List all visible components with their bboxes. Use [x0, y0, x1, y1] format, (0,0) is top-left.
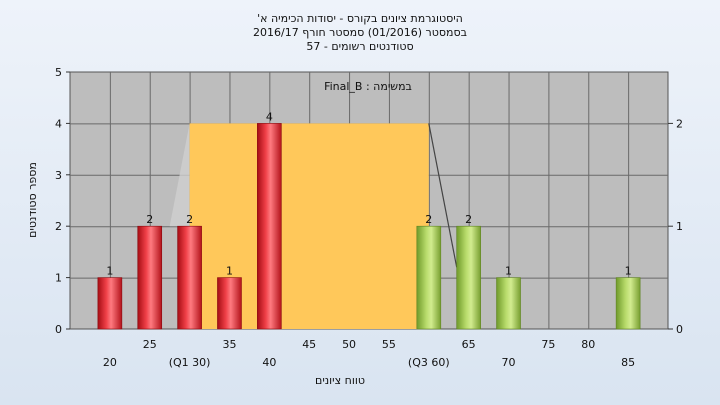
x-tick-label-low: 85 — [621, 356, 635, 369]
x-tick-label-low: 40 — [262, 356, 276, 369]
x-tick-label: 45 — [302, 338, 316, 351]
histogram-bar — [615, 277, 641, 330]
bar-value-label: 1 — [106, 265, 113, 278]
y-tick-label: 1 — [55, 272, 62, 285]
bar-value-label: 2 — [425, 213, 432, 226]
y-tick-label: 4 — [55, 117, 62, 130]
bar-value-label: 1 — [505, 265, 512, 278]
histogram-bar — [257, 123, 282, 330]
y-tick-label: 0 — [55, 323, 62, 336]
histogram-bar — [137, 225, 163, 330]
y-tick-label: 2 — [55, 220, 62, 233]
x-tick-label: 25 — [143, 338, 157, 351]
x-tick-label: 35 — [222, 338, 236, 351]
x-tick-label-low: 20 — [103, 356, 117, 369]
bar-labels-group: 1 2 2 1 4 2 2 1 1 — [106, 110, 631, 277]
chart-title-line-1: היסטוגרמת ציונים בקורס - יסודות הכימיה א… — [257, 12, 463, 25]
chart-title-line-3: סטודנטים רשומים - 57 — [306, 40, 413, 53]
histogram-bar — [97, 277, 123, 330]
chart-title-line-2: בסמסטר (01/2016) סמסטר חורף 2016/17 — [253, 26, 467, 39]
bars-group — [97, 123, 641, 330]
bar-value-label: 2 — [186, 213, 193, 226]
y-axis-title: מספר סטודנטים — [26, 162, 39, 238]
y2-tick-label: 2 — [676, 117, 683, 130]
x-tick-label: 65 — [462, 338, 476, 351]
bar-value-label: 1 — [625, 265, 632, 278]
y-tick-label: 3 — [55, 169, 62, 182]
histogram-bar — [456, 225, 481, 330]
histogram-bar — [217, 277, 242, 330]
y2-tick-label: 1 — [676, 220, 683, 233]
x-tick-label-low: (Q3 60) — [408, 356, 450, 369]
x-tick-label: 55 — [382, 338, 396, 351]
bar-value-label: 2 — [146, 213, 153, 226]
histogram-bar — [177, 225, 202, 330]
x-tick-label: 75 — [541, 338, 555, 351]
bar-value-label: 2 — [465, 213, 472, 226]
iqr-right-line — [428, 123, 458, 268]
iqr-left-wedge — [169, 123, 190, 227]
x-tick-label-low: 70 — [502, 356, 516, 369]
x-tick-label-low: (Q1 30) — [169, 356, 211, 369]
bar-value-label: 1 — [226, 265, 233, 278]
x-tick-label: 80 — [581, 338, 595, 351]
iqr-box-group — [169, 123, 458, 330]
x-axis-title: טווח ציונים — [315, 374, 365, 387]
y2-tick-label: 0 — [676, 323, 683, 336]
histogram-bar — [416, 225, 442, 330]
x-tick-label: 50 — [342, 338, 356, 351]
histogram-bar — [496, 277, 521, 330]
y-tick-label: 5 — [55, 66, 62, 79]
bar-value-label: 4 — [266, 110, 273, 123]
task-annotation: Final_B : במשימה — [324, 80, 412, 93]
